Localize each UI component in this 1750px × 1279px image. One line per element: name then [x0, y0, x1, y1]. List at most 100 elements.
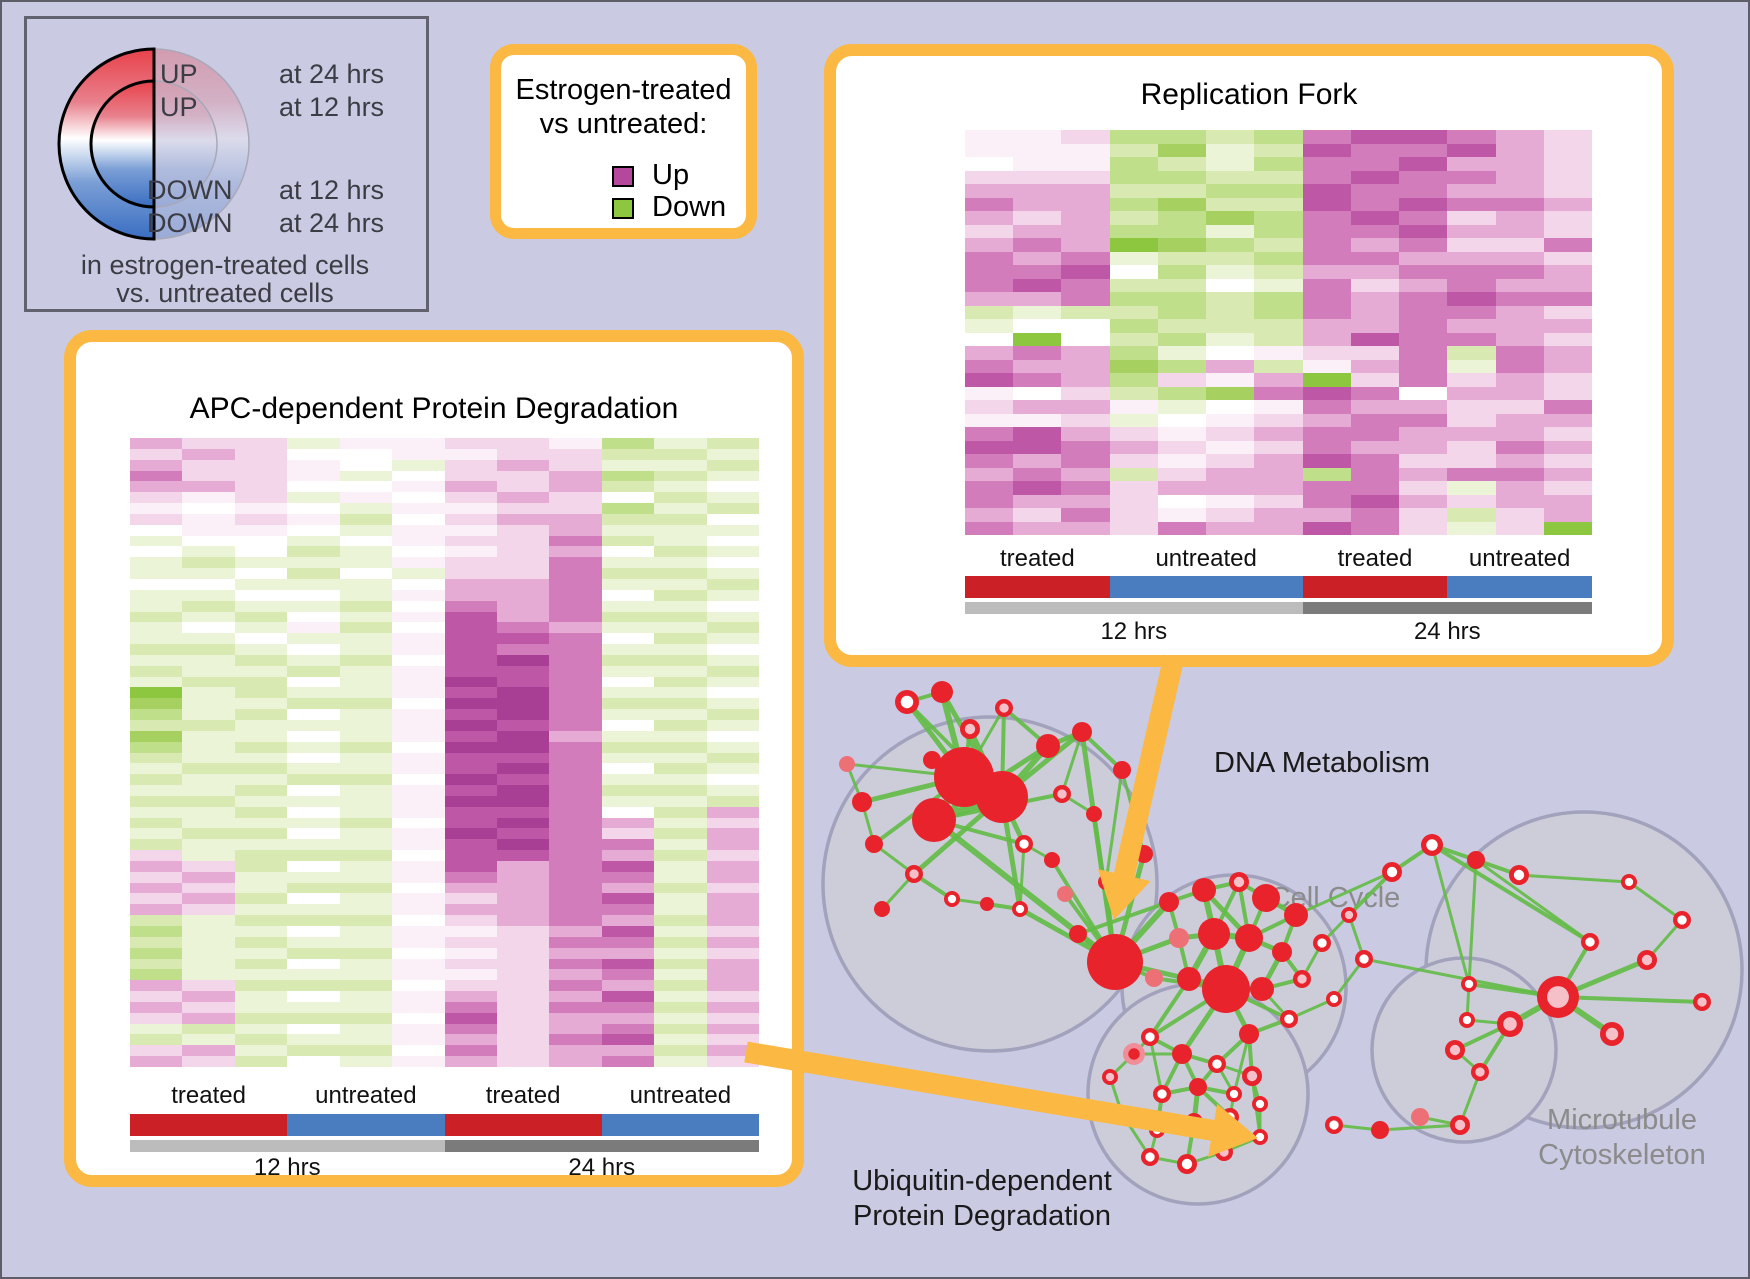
heatmap-cell	[1061, 170, 1110, 184]
heatmap-cell	[1495, 157, 1544, 171]
network-edge	[1287, 997, 1336, 1021]
heatmap-cell	[1543, 305, 1592, 319]
heatmap-cell	[1447, 467, 1496, 481]
heatmap-cell	[1013, 238, 1062, 252]
heatmap-cell	[1254, 413, 1303, 427]
heatmap-cell	[234, 709, 288, 720]
heatmap-cell	[601, 795, 655, 807]
heatmap-cell	[1495, 346, 1544, 360]
network-node-center	[1145, 1032, 1155, 1042]
heatmap-cell	[1061, 373, 1110, 387]
up-down-circle-diagram: UP at 24 hrs UP at 12 hrs DOWN at 12 hrs…	[57, 47, 384, 308]
legend-dir-label: DOWN	[147, 208, 232, 238]
heatmap-cell	[965, 319, 1014, 333]
replication-fork-heatmap	[965, 130, 1592, 535]
heatmap-cell	[1157, 440, 1207, 454]
heatmap-cell	[1302, 319, 1351, 333]
heatmap-cell	[130, 459, 183, 471]
heatmap-cell	[234, 676, 288, 688]
heatmap-cell	[1302, 373, 1351, 387]
network-node	[1208, 1055, 1226, 1073]
heatmap-cell	[182, 774, 235, 786]
heatmap-cell	[339, 622, 393, 634]
heatmap-cell	[496, 578, 550, 590]
network-node-center	[909, 869, 919, 879]
flow-arrow-head	[1097, 869, 1151, 920]
heatmap-cell	[182, 817, 235, 829]
heatmap-cell	[182, 1012, 235, 1024]
heatmap-cell	[339, 719, 393, 731]
heatmap-cell	[496, 611, 550, 623]
network-edge	[967, 726, 1005, 800]
heatmap-cell	[549, 817, 602, 829]
heatmap-cell	[1350, 251, 1400, 265]
heatmap-cell	[706, 611, 759, 623]
heatmap-cell	[339, 459, 393, 471]
heatmap-cell	[1447, 386, 1496, 400]
up-color-swatch	[612, 166, 634, 187]
heatmap-cell	[706, 893, 759, 905]
heatmap-cell	[392, 524, 445, 536]
network-edge	[1177, 936, 1191, 981]
circle-right-half	[153, 48, 250, 240]
heatmap-cell	[1495, 427, 1544, 441]
heatmap-cell	[654, 600, 707, 612]
network-edge	[1467, 858, 1478, 986]
heatmap-cell	[1302, 454, 1351, 468]
network-edge	[1250, 1074, 1262, 1106]
heatmap-cell	[182, 654, 235, 666]
heatmap-cell	[339, 557, 393, 569]
network-edge	[1152, 976, 1228, 991]
heatmap-cell	[1254, 386, 1303, 400]
heatmap-cell	[1157, 481, 1207, 495]
heatmap-cell	[1350, 197, 1400, 211]
heatmap-cell	[234, 698, 288, 710]
heatmap-cell	[965, 305, 1014, 319]
heatmap-cell	[706, 947, 759, 959]
heatmap-cell	[706, 785, 759, 796]
heatmap-cell	[706, 774, 759, 786]
network-node	[1135, 845, 1153, 863]
heatmap-cell	[1399, 130, 1448, 144]
heatmap-cell	[182, 546, 235, 558]
heatmap-cell	[549, 958, 602, 970]
heatmap-cell	[287, 882, 340, 894]
heatmap-cell	[392, 438, 445, 449]
heatmap-cell	[1495, 373, 1544, 387]
heatmap-cell	[654, 860, 707, 872]
heatmap-cell	[182, 860, 235, 872]
heatmap-cell	[130, 470, 183, 482]
heatmap-cell	[1447, 130, 1496, 144]
heatmap-cell	[130, 850, 183, 861]
network-edge	[905, 700, 1004, 799]
heatmap-cell	[1061, 251, 1110, 265]
heatmap-cell	[601, 524, 655, 536]
heatmap-cell	[496, 1012, 550, 1024]
heatmap-cell	[182, 806, 235, 818]
heatmap-cell	[549, 698, 602, 710]
heatmap-cell	[444, 817, 497, 829]
heatmap-cell	[549, 513, 602, 525]
heatmap-cell	[1302, 400, 1351, 414]
heatmap-cell	[130, 785, 183, 796]
heatmap-cell	[706, 589, 759, 601]
heatmap-cell	[182, 524, 235, 536]
heatmap-cell	[444, 698, 497, 710]
heatmap-cell	[1495, 454, 1544, 468]
legend-caption-line1: in estrogen-treated cells	[81, 250, 369, 280]
heatmap-cell	[654, 524, 707, 536]
heatmap-cell	[182, 600, 235, 612]
network-edge	[1148, 977, 1191, 1039]
heatmap-cell	[549, 1012, 602, 1024]
heatmap-cell	[182, 980, 235, 992]
network-edge	[1060, 730, 1084, 796]
network-node-center	[1105, 1072, 1115, 1082]
heatmap-cell	[392, 470, 445, 482]
heatmap-cell	[287, 1056, 340, 1067]
heatmap-cell	[1399, 346, 1448, 360]
heatmap-cell	[1399, 440, 1448, 454]
heatmap-cell	[654, 676, 707, 688]
heatmap-cell	[234, 524, 288, 536]
heatmap-cell	[1157, 238, 1207, 252]
heatmap-cell	[182, 1023, 235, 1035]
